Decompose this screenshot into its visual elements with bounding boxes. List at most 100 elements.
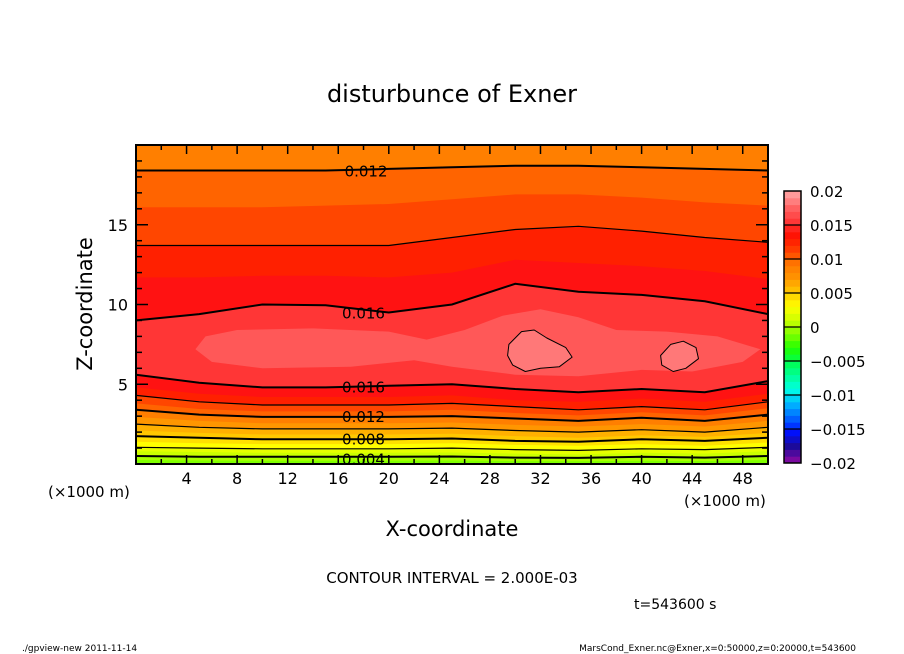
contour-line	[136, 164, 768, 172]
colorbar-cell	[784, 361, 801, 369]
colorbar-cell	[784, 401, 801, 410]
colorbar-cell	[784, 442, 801, 450]
colorbar-cell	[784, 367, 801, 376]
y-tick-label: 10	[108, 296, 128, 315]
y-axis-label: Z-coordinate	[73, 237, 97, 371]
colorbar-cell	[784, 211, 801, 219]
colorbar-cell	[784, 381, 801, 389]
colorbar-cell	[784, 191, 801, 199]
contour-line	[136, 225, 768, 247]
colorbar-cell	[784, 354, 801, 362]
colorbar: 0.02 0.015 0.01 0.005 0 −0.005 −0.01 −0.015 −0.0…	[783, 183, 866, 473]
x-tick-label: 28	[480, 469, 500, 488]
colorbar-cell	[784, 306, 801, 314]
colorbar-cell	[784, 408, 801, 416]
contour-line	[136, 394, 768, 411]
colorbar-cell	[784, 435, 801, 444]
colorbar-cell	[784, 238, 801, 246]
contour-lines	[136, 164, 768, 459]
colorbar-cell	[784, 429, 801, 437]
colorbar-tick-label: −0.01	[810, 387, 856, 405]
colorbar-cell	[784, 225, 801, 233]
colorbar-tick-label: 0.02	[810, 183, 843, 201]
footer-left: ./gpview-new 2011-11-14	[22, 644, 137, 654]
contour-interval-text: CONTOUR INTERVAL = 2.000E-03	[326, 569, 577, 587]
colorbar-cell	[784, 286, 801, 294]
colorbar-cell	[784, 449, 801, 457]
colorbar-cell	[784, 415, 801, 423]
colorbar-cell	[784, 340, 801, 348]
x-tick-label: 32	[530, 469, 550, 488]
colorbar-tick-label: 0.015	[810, 217, 853, 235]
x-tick-label: 16	[328, 469, 348, 488]
contour-label: 0.016	[342, 304, 385, 322]
x-tick-label: 44	[682, 469, 702, 488]
contour-line	[136, 423, 768, 433]
colorbar-cell	[784, 279, 801, 287]
colorbar-cell	[784, 313, 801, 321]
colorbar-cell	[784, 231, 801, 240]
x-tick-label: 12	[278, 469, 298, 488]
colorbar-cell	[784, 197, 801, 206]
colorbar-tick-label: 0.005	[810, 285, 853, 303]
colorbar-cell	[784, 388, 801, 396]
contour-label: 0.012	[345, 163, 388, 181]
y-axis-unit: (×1000 m)	[48, 483, 130, 501]
y-tick-labels: 5 10 15	[108, 216, 128, 395]
x-tick-label: 8	[232, 469, 242, 488]
closed-contour	[660, 340, 699, 372]
colorbar-cell	[784, 293, 801, 301]
colorbar-cell	[784, 218, 801, 226]
x-tick-label: 48	[733, 469, 753, 488]
colorbar-cell	[784, 259, 801, 267]
x-axis-label: X-coordinate	[386, 517, 519, 541]
time-text: t=543600 s	[634, 597, 716, 613]
colorbar-tick-label: −0.005	[810, 353, 866, 371]
colorbar-cell	[784, 265, 801, 274]
colorbar-cell	[784, 204, 801, 212]
colorbar-cell	[784, 272, 801, 280]
colorbar-cell	[784, 422, 801, 430]
colorbar-cell	[784, 347, 801, 355]
colorbar-cell	[784, 333, 801, 342]
x-tick-label: 36	[581, 469, 601, 488]
x-tick-label: 4	[181, 469, 191, 488]
colorbar-cell	[784, 395, 801, 403]
colorbar-tick-label: −0.02	[810, 455, 856, 473]
x-tick-label: 20	[379, 469, 399, 488]
x-tick-label: 24	[429, 469, 449, 488]
y-tick-label: 5	[118, 375, 128, 394]
x-axis-unit: (×1000 m)	[684, 492, 766, 510]
contour-label: 0.012	[342, 408, 385, 426]
colorbar-tick-label: −0.015	[810, 421, 866, 439]
colorbar-cell	[784, 320, 801, 328]
closed-contour	[507, 329, 573, 372]
closed-contour	[195, 309, 761, 377]
contour-label: 0.008	[342, 430, 385, 448]
colorbar-cell	[784, 327, 801, 335]
contour-line	[136, 408, 768, 422]
contour-line	[136, 455, 768, 459]
colorbar-cell	[784, 245, 801, 253]
contour-line	[136, 373, 768, 394]
colorbar-cell	[784, 456, 801, 464]
chart-title: disturbunce of Exner	[327, 80, 577, 108]
y-tick-label: 15	[108, 216, 128, 235]
x-tick-labels: 4 8 12 16 20 24 28 32 36 40 44 48	[181, 469, 752, 488]
contour-label: 0.016	[342, 379, 385, 397]
contour-line	[136, 435, 768, 443]
contour-line	[136, 446, 768, 452]
plot-frame	[135, 144, 769, 465]
colorbar-cell	[784, 252, 801, 260]
colorbar-tick-label: 0.01	[810, 251, 843, 269]
x-tick-label: 40	[631, 469, 651, 488]
colorbar-cell	[784, 299, 801, 308]
band-fill	[136, 145, 768, 171]
footer-right: MarsCond_Exner.nc@Exner,x=0:50000,z=0:20…	[579, 644, 856, 654]
colorbar-tick-label: 0	[810, 319, 820, 337]
colorbar-frame	[783, 190, 802, 464]
colorbar-cell	[784, 374, 801, 382]
contour-line	[136, 282, 768, 322]
